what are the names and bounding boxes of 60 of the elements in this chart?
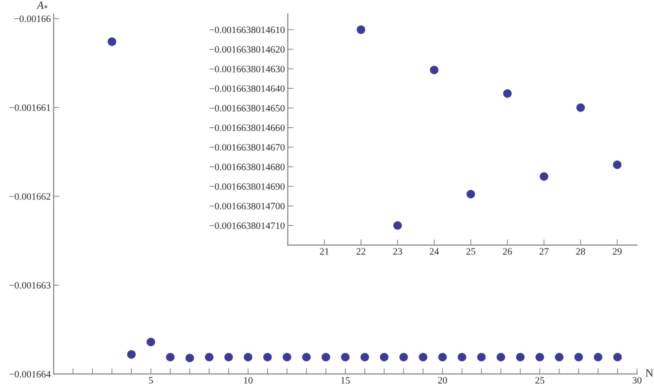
point (302, 352, 311, 362)
x-tick-label: 29 (612, 248, 622, 255)
point (204, 352, 214, 362)
x-tick-label: 27 (540, 248, 549, 255)
point (244, 352, 252, 362)
point (554, 352, 564, 362)
x-tick-label: 5 (148, 377, 153, 384)
point (146, 338, 156, 346)
x-tick-label: 15 (341, 377, 350, 384)
point (516, 352, 525, 362)
point (282, 352, 292, 362)
y-tick-label: −0.001661 (9, 104, 50, 111)
point (341, 352, 350, 362)
y-tick-label: −0.0016638014630 (210, 66, 285, 72)
y-tick-label: −0.0016638014710 (210, 222, 285, 229)
point (496, 352, 506, 362)
point (418, 352, 428, 362)
y-tick-label: −0.0016638014620 (210, 46, 285, 53)
x-tick-label: 24 (430, 248, 439, 255)
point (224, 352, 233, 362)
point (477, 352, 486, 362)
y-axis-title: A$_{*}$ (36, 2, 48, 9)
y-tick-label: −0.0016638014660 (210, 124, 285, 132)
y-tick-label: −0.0016638014650 (210, 104, 285, 112)
point (535, 352, 544, 362)
y-tick-label: −0.0016638014640 (210, 85, 285, 92)
y-tick-label: −0.001663 (9, 282, 50, 289)
y-tick-label: −0.00166 (14, 16, 51, 22)
point (613, 352, 622, 362)
x-tick-label: 28 (576, 248, 586, 255)
x-tick-label: 25 (466, 248, 476, 255)
x-tick-label: 21 (320, 248, 329, 255)
x-tick-label: 23 (393, 248, 402, 255)
y-tick-label: −0.0016638014670 (210, 144, 285, 151)
y-tick-label: −0.0016638014680 (210, 164, 285, 170)
x-tick-label: 10 (244, 377, 253, 384)
point (438, 352, 447, 362)
point (263, 352, 272, 362)
y-tick-label: −0.001664 (9, 370, 51, 378)
x-tick-label: 26 (502, 248, 512, 255)
x-tick-label: 30 (632, 377, 642, 384)
point (322, 352, 330, 362)
point (574, 352, 583, 362)
point (594, 352, 602, 362)
x-tick-label: 22 (356, 248, 366, 255)
x-tick-label: 25 (535, 377, 544, 384)
point (399, 352, 408, 362)
y-tick-label: −0.0016638014610 (210, 26, 285, 34)
point (108, 37, 116, 46)
y-tick-label: −0.0016638014700 (210, 202, 285, 210)
point (360, 352, 370, 362)
point (127, 350, 136, 359)
point (166, 352, 175, 362)
y-tick-label: −0.001662 (9, 193, 50, 200)
point (380, 352, 388, 362)
point (185, 354, 194, 362)
x-tick-label: 20 (438, 377, 448, 384)
x-axis-title: N (646, 369, 654, 377)
point (458, 352, 466, 362)
y-tick-label: −0.0016638014690 (210, 183, 285, 190)
